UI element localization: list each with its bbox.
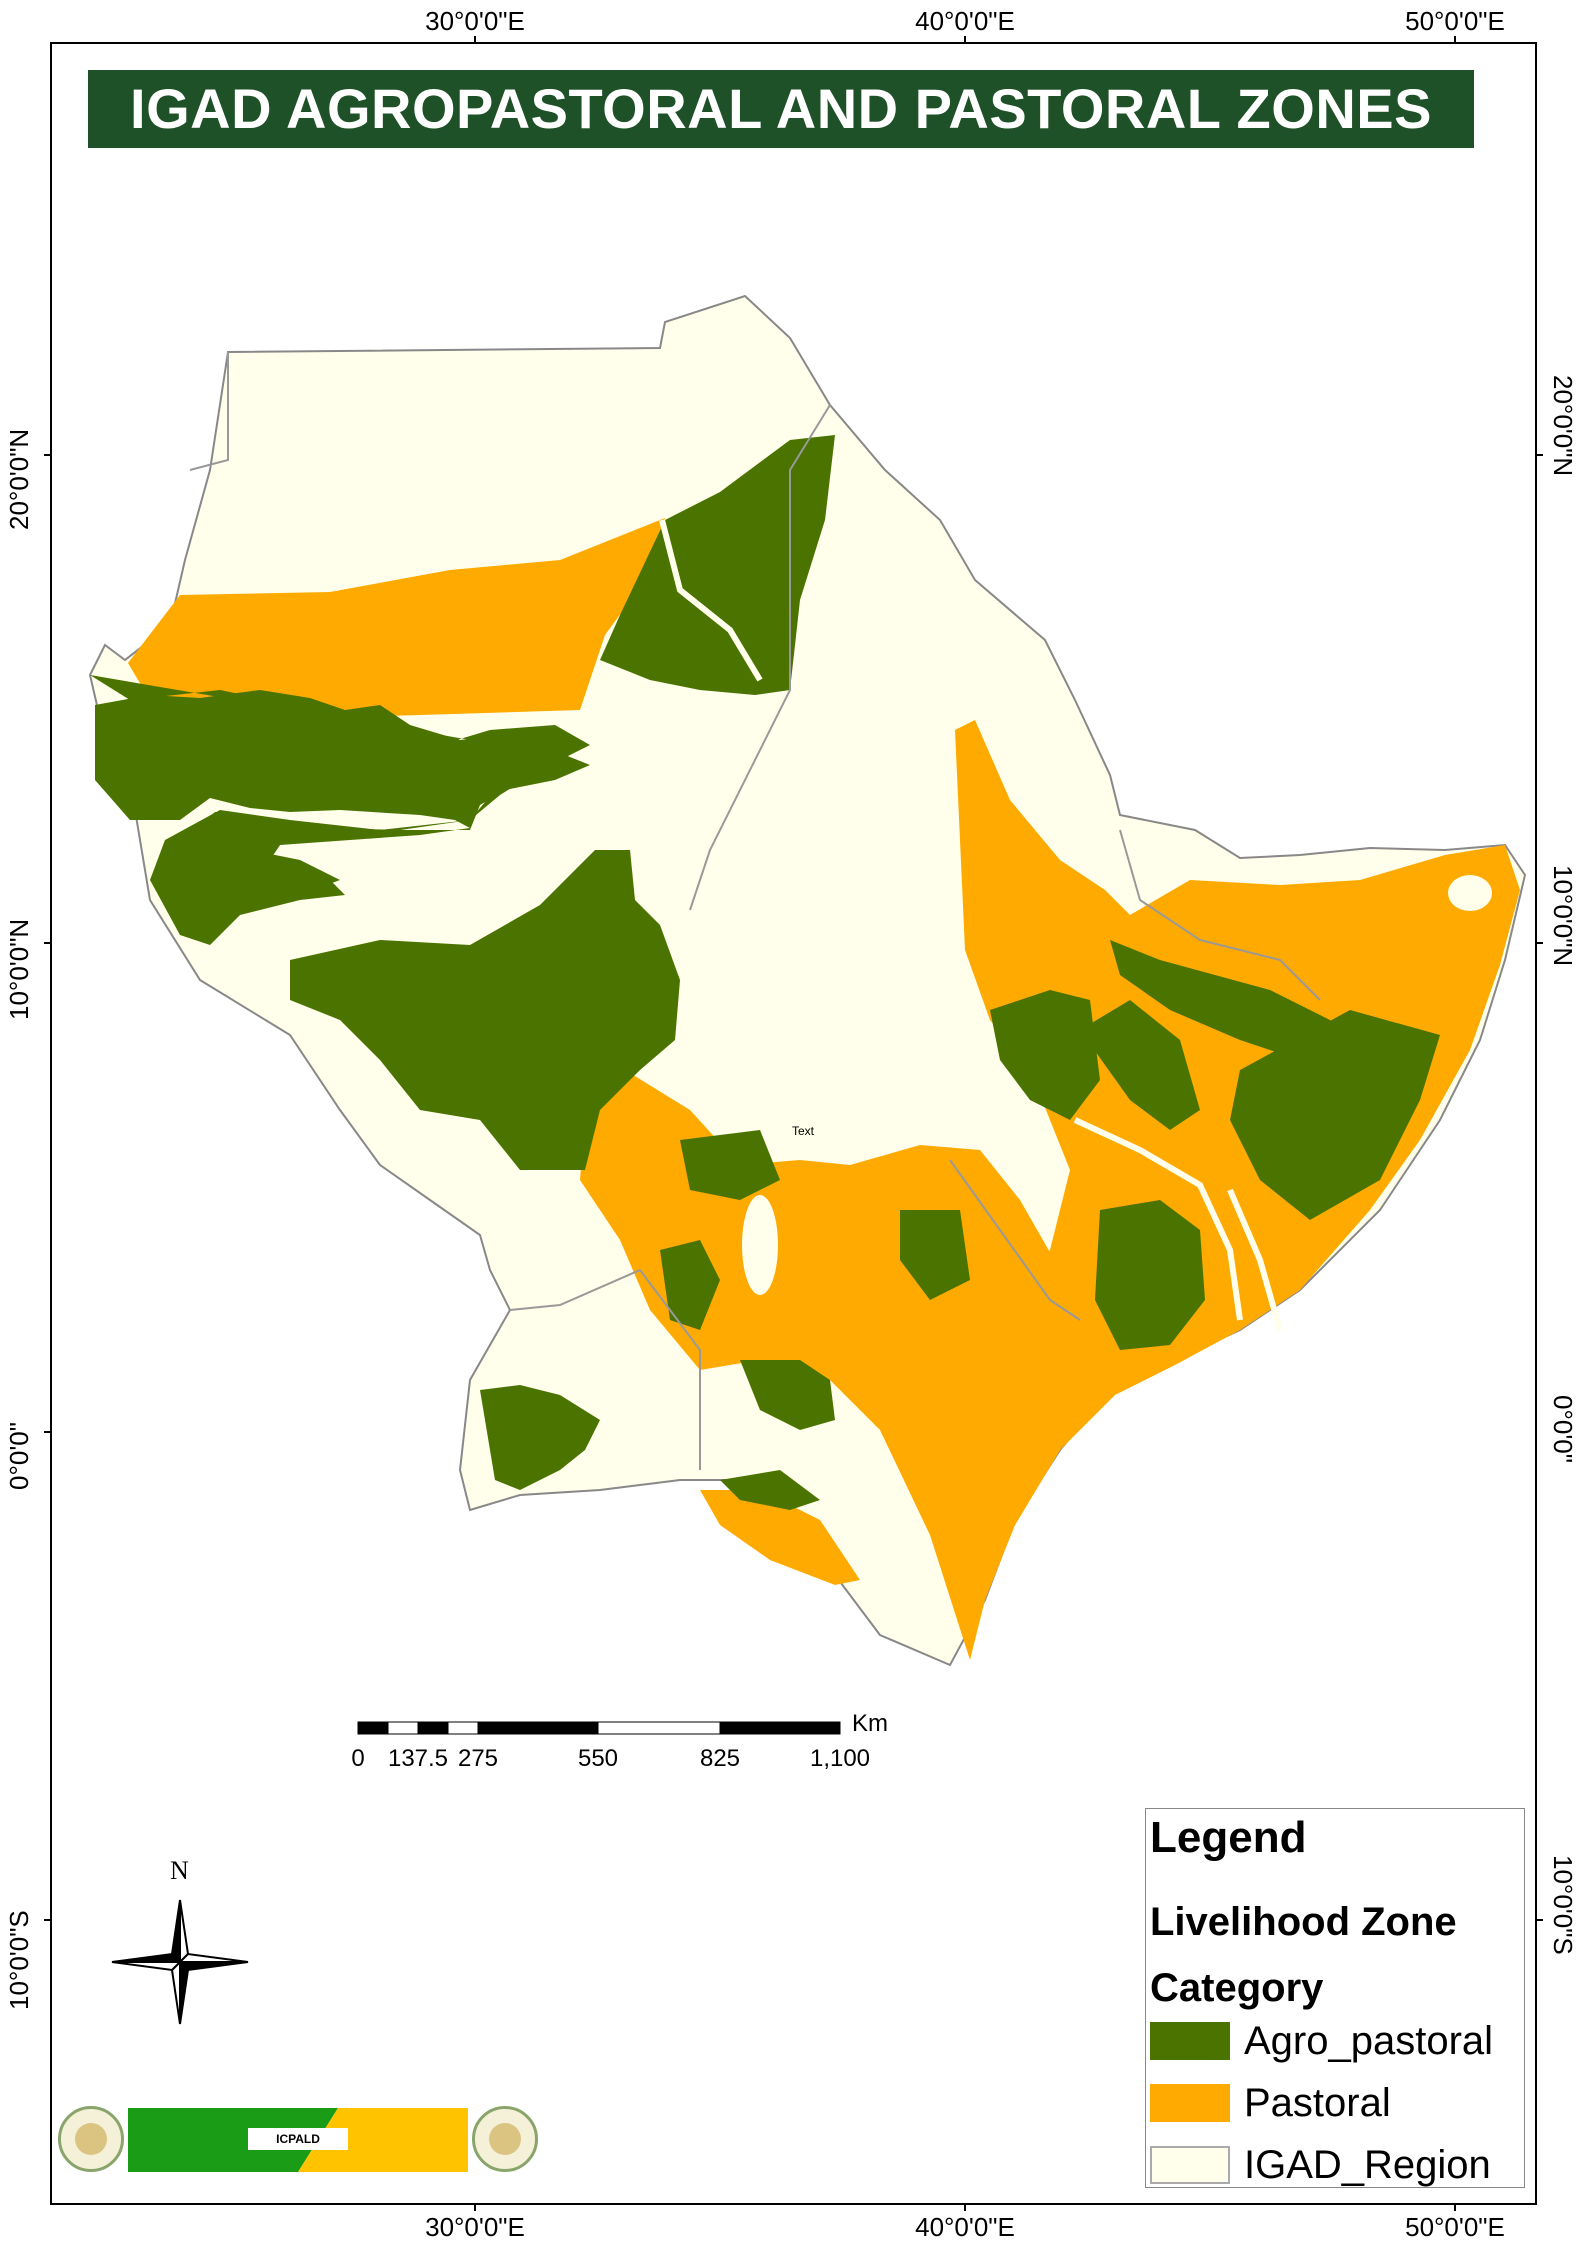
- scale-label: 1,100: [809, 1745, 871, 1772]
- legend-subtitle: Livelihood Zone Category: [1150, 1900, 1457, 2010]
- scale-label: 0: [351, 1745, 365, 1772]
- agro-pastoral-zone-kenya-west: [480, 1385, 600, 1490]
- agro-pastoral-zone-south-sudan: [290, 850, 680, 1170]
- north-label: N: [170, 1856, 189, 1885]
- longitude-label-bottom: 50°0'0"E: [1405, 2212, 1505, 2242]
- pastoral-zone-east-kenya: [700, 1490, 860, 1585]
- scale-label: 137.5: [387, 1745, 449, 1772]
- legend-item-igad-region: IGAD_Region: [1150, 2143, 1491, 2187]
- agro-pastoral-zone-ethiopia-east: [1110, 940, 1350, 1060]
- pastoral-zones: [128, 518, 1520, 1660]
- graticule-ticks: [44, 36, 1543, 2211]
- agro-pastoral-zone-shabelle: [1080, 1000, 1200, 1130]
- map-title: IGAD AGROPASTORAL AND PASTORAL ZONES: [88, 70, 1474, 148]
- rivers: [659, 519, 1283, 1331]
- scale-label: 275: [457, 1745, 499, 1772]
- map-annotation: Text: [792, 1124, 815, 1138]
- pastoral-zone-sahel: [128, 518, 665, 720]
- longitude-label-bottom: 40°0'0"E: [915, 2212, 1015, 2242]
- pastoral-swatch: [1150, 2084, 1230, 2122]
- agro-pastoral-zone-somali-gedo: [1095, 1200, 1205, 1350]
- agro-pastoral-zone-kenya-north: [740, 1360, 835, 1430]
- agro-pastoral-zone-uganda-karamoja: [660, 1240, 720, 1330]
- compass-rose-icon: [111, 1899, 249, 2025]
- longitude-label-top: 50°0'0"E: [1405, 6, 1505, 36]
- legend-item-pastoral: Pastoral: [1150, 2081, 1391, 2125]
- legend-item-agro-pastoral: Agro_pastoral: [1150, 2019, 1493, 2063]
- longitude-label-bottom: 30°0'0"E: [425, 2212, 525, 2242]
- igad-region-swatch: [1150, 2146, 1230, 2184]
- highland-enclaves: [737, 774, 1492, 1295]
- agro-pastoral-zone-kenya-coast: [720, 1470, 820, 1510]
- agro-pastoral-zone-kenya-south: [900, 1210, 970, 1300]
- legend: Legend Livelihood Zone Category Agro_pas…: [1145, 1808, 1525, 2188]
- scale-unit: Km: [852, 1710, 888, 1737]
- legend-item-label: Pastoral: [1244, 2080, 1391, 2125]
- agro-pastoral-zone-uganda-north: [680, 1130, 780, 1200]
- pastoral-zone-south: [580, 1070, 1095, 1660]
- agro-pastoral-swatch: [1150, 2022, 1230, 2060]
- agro-pastoral-zone-gezira: [600, 435, 835, 695]
- national-boundaries: [189, 352, 1321, 1470]
- agro-pastoral-zones: [90, 435, 1440, 1510]
- igad-seal-icon: [58, 2106, 124, 2172]
- scale-bar: [357, 1721, 841, 1735]
- scale-label: 550: [577, 1745, 619, 1772]
- legend-item-label: Agro_pastoral: [1244, 2018, 1494, 2063]
- igad-seal-icon: [472, 2106, 538, 2172]
- agro-pastoral-zone-ethiopia-south: [990, 990, 1100, 1120]
- icpald-logo-bar: [128, 2108, 468, 2172]
- scale-label: 825: [699, 1745, 741, 1772]
- icpald-logo-text: ICPALD: [248, 2128, 348, 2150]
- agro-pastoral-zone-somali-central: [1230, 1010, 1440, 1220]
- agro-pastoral-zone-sudan-belt: [95, 690, 590, 945]
- longitude-label-top: 40°0'0"E: [915, 6, 1015, 36]
- legend-title: Legend: [1150, 1813, 1307, 1862]
- longitude-label-top: 30°0'0"E: [425, 6, 525, 36]
- legend-item-label: IGAD_Region: [1244, 2142, 1491, 2187]
